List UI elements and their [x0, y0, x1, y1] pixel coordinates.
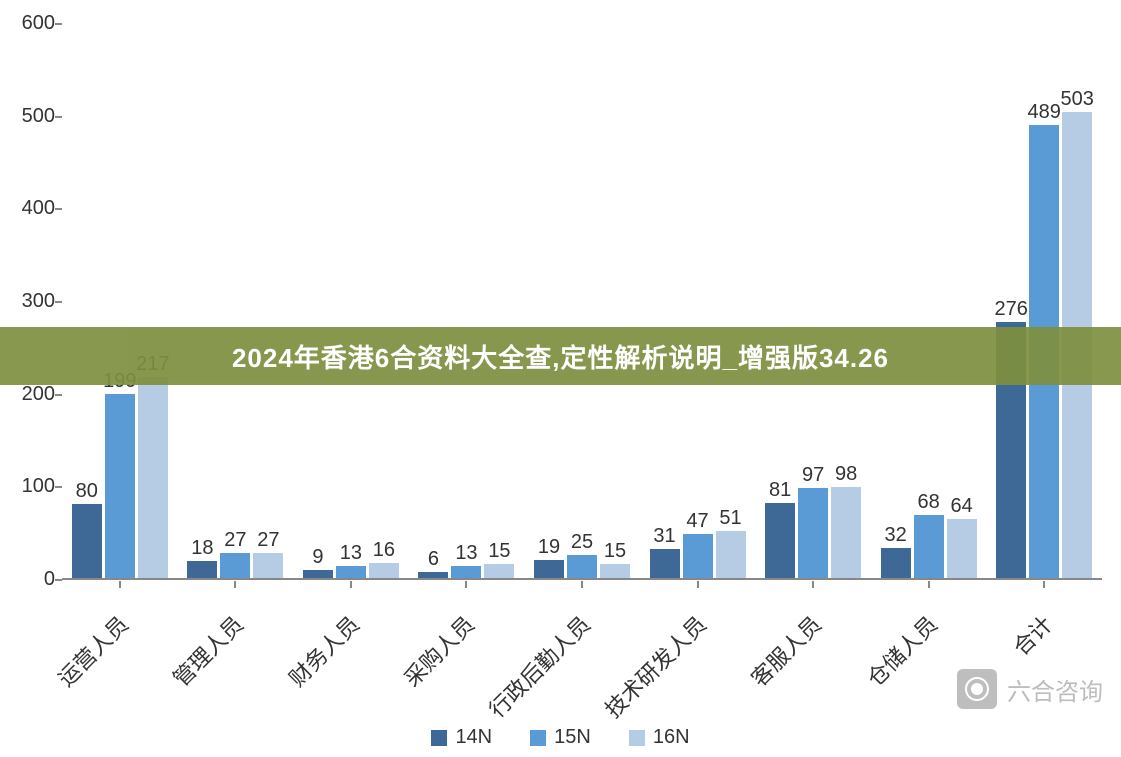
bar: [534, 560, 564, 578]
x-tick: [928, 581, 930, 588]
x-axis-label: 仓储人员: [858, 608, 943, 693]
bar: [105, 394, 135, 578]
y-tick: [55, 208, 62, 210]
bar-value-label: 276: [992, 298, 1030, 321]
x-tick: [812, 581, 814, 588]
overlay-band: 2024年香港6合资料大全查,定性解析说明_增强版34.26: [0, 327, 1121, 385]
x-axis-label: 财务人员: [281, 608, 366, 693]
x-tick: [1043, 581, 1045, 588]
bar: [765, 503, 795, 578]
x-tick: [234, 581, 236, 588]
bar: [831, 487, 861, 578]
y-tick-label: 400: [22, 197, 55, 220]
y-tick-label: 0: [44, 568, 55, 591]
legend-item: 14N: [431, 726, 492, 749]
bar-value-label: 15: [596, 540, 634, 563]
bar: [369, 563, 399, 578]
x-tick: [119, 581, 121, 588]
wechat-icon: [957, 669, 997, 709]
y-tick-label: 200: [22, 383, 55, 406]
bar: [798, 488, 828, 578]
legend-swatch: [629, 730, 645, 746]
y-tick: [55, 394, 62, 396]
x-axis-label: 管理人员: [165, 608, 250, 693]
legend-label: 14N: [455, 726, 492, 749]
bar: [650, 549, 680, 578]
legend-label: 16N: [653, 726, 690, 749]
watermark: 六合咨询: [957, 669, 1103, 709]
legend: 14N 15N 16N: [0, 726, 1121, 749]
legend-swatch: [431, 730, 447, 746]
x-axis-label: 采购人员: [396, 608, 481, 693]
legend-item: 15N: [530, 726, 591, 749]
y-tick: [55, 23, 62, 25]
bar: [138, 377, 168, 578]
bar: [336, 566, 366, 578]
x-axis-label: 合计: [1005, 608, 1059, 662]
bar: [484, 564, 514, 578]
bar: [881, 548, 911, 578]
bar: [914, 515, 944, 578]
x-tick: [697, 581, 699, 588]
bar: [451, 566, 481, 578]
legend-swatch: [530, 730, 546, 746]
bar: [947, 519, 977, 578]
bar-value-label: 98: [827, 463, 865, 486]
bar: [303, 570, 333, 578]
bar-value-label: 80: [68, 480, 106, 503]
x-axis-label: 客服人员: [743, 608, 828, 693]
bar-value-label: 64: [943, 495, 981, 518]
bar: [418, 572, 448, 578]
y-tick: [55, 579, 62, 581]
watermark-text: 六合咨询: [1007, 672, 1103, 707]
y-tick: [55, 301, 62, 303]
y-tick-label: 300: [22, 290, 55, 313]
bar: [187, 561, 217, 578]
x-tick: [581, 581, 583, 588]
bar: [72, 504, 102, 578]
y-tick: [55, 116, 62, 118]
bar-value-label: 51: [712, 507, 750, 530]
bar-value-label: 32: [877, 524, 915, 547]
y-tick-label: 600: [22, 12, 55, 35]
bar-value-label: 503: [1058, 88, 1096, 111]
bar-value-label: 15: [480, 540, 518, 563]
x-tick: [465, 581, 467, 588]
bar: [600, 564, 630, 578]
bar-value-label: 27: [249, 529, 287, 552]
bar: [683, 534, 713, 578]
bar-value-label: 16: [365, 539, 403, 562]
x-tick: [350, 581, 352, 588]
y-tick-label: 100: [22, 475, 55, 498]
legend-item: 16N: [629, 726, 690, 749]
bar: [567, 555, 597, 578]
x-axis-label: 技术研发人员: [596, 608, 712, 724]
overlay-text: 2024年香港6合资料大全查,定性解析说明_增强版34.26: [232, 338, 889, 375]
bar: [716, 531, 746, 578]
x-axis-label: 行政后勤人员: [481, 608, 597, 724]
y-tick: [55, 486, 62, 488]
legend-label: 15N: [554, 726, 591, 749]
bar: [253, 553, 283, 578]
x-axis-label: 运营人员: [50, 608, 135, 693]
y-tick-label: 500: [22, 105, 55, 128]
bar: [220, 553, 250, 578]
chart-container: 0100200300400500600运营人员80199217管理人员18272…: [0, 0, 1121, 757]
